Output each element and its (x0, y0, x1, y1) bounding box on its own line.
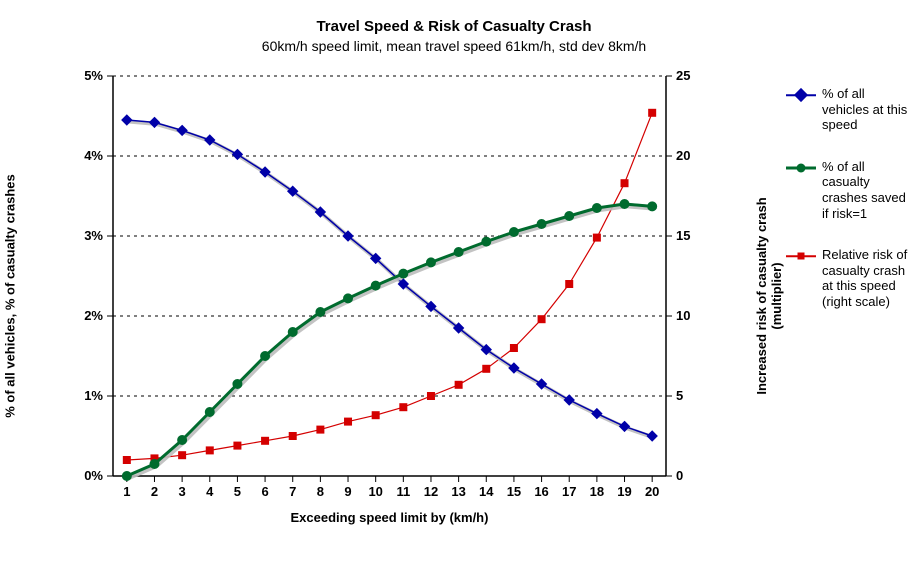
svg-text:20: 20 (645, 484, 659, 499)
svg-text:25: 25 (676, 68, 690, 83)
svg-text:15: 15 (676, 228, 690, 243)
svg-text:1: 1 (123, 484, 130, 499)
legend-label: % of all vehicles at this speed (822, 86, 908, 133)
plot-svg: 12345678910111213141516171819200%1%2%3%4… (73, 66, 706, 506)
svg-text:12: 12 (424, 484, 438, 499)
svg-text:1%: 1% (84, 388, 103, 403)
y2-axis-label: Increased risk of casualty crash (multip… (754, 86, 784, 506)
legend-swatch (786, 161, 816, 175)
svg-text:5: 5 (234, 484, 241, 499)
svg-text:17: 17 (562, 484, 576, 499)
svg-text:20: 20 (676, 148, 690, 163)
legend-label: % of all casualty crashes saved if risk=… (822, 159, 908, 221)
svg-text:15: 15 (507, 484, 521, 499)
svg-text:0%: 0% (84, 468, 103, 483)
chart-block: % of all vehicles, % of casualty crashes… (18, 66, 761, 525)
chart-row: % of all vehicles, % of casualty crashes… (0, 66, 908, 525)
legend-item-crashes_saved: % of all casualty crashes saved if risk=… (786, 159, 908, 221)
svg-text:2%: 2% (84, 308, 103, 323)
svg-text:10: 10 (368, 484, 382, 499)
svg-text:6: 6 (261, 484, 268, 499)
svg-text:16: 16 (534, 484, 548, 499)
y2-axis-label-l1: Increased risk of casualty crash (754, 197, 769, 394)
svg-text:7: 7 (289, 484, 296, 499)
legend-label: Relative risk of casualty crash at this … (822, 247, 908, 309)
svg-text:5%: 5% (84, 68, 103, 83)
legend-swatch (786, 88, 816, 102)
legend-swatch (786, 249, 816, 263)
chart-subtitle: 60km/h speed limit, mean travel speed 61… (0, 38, 908, 54)
svg-text:9: 9 (344, 484, 351, 499)
svg-text:3: 3 (179, 484, 186, 499)
svg-text:10: 10 (676, 308, 690, 323)
svg-text:3%: 3% (84, 228, 103, 243)
svg-text:8: 8 (317, 484, 324, 499)
svg-text:4: 4 (206, 484, 214, 499)
chart-container: Travel Speed & Risk of Casualty Crash 60… (0, 0, 908, 563)
y1-axis-label: % of all vehicles, % of casualty crashes (3, 86, 18, 506)
legend: % of all vehicles at this speed % of all … (786, 86, 908, 525)
svg-text:19: 19 (617, 484, 631, 499)
legend-item-relative_risk: Relative risk of casualty crash at this … (786, 247, 908, 309)
legend-item-vehicles: % of all vehicles at this speed (786, 86, 908, 133)
x-axis-label: Exceeding speed limit by (km/h) (18, 510, 761, 525)
svg-text:11: 11 (396, 484, 410, 499)
svg-text:4%: 4% (84, 148, 103, 163)
y2-axis-label-l2: (multiplier) (769, 86, 784, 506)
svg-text:14: 14 (479, 484, 494, 499)
svg-text:18: 18 (590, 484, 604, 499)
plot-area: 12345678910111213141516171819200%1%2%3%4… (73, 66, 706, 506)
svg-text:0: 0 (676, 468, 683, 483)
svg-text:5: 5 (676, 388, 683, 403)
chart-title: Travel Speed & Risk of Casualty Crash (0, 18, 908, 35)
svg-text:2: 2 (151, 484, 158, 499)
svg-text:13: 13 (451, 484, 465, 499)
